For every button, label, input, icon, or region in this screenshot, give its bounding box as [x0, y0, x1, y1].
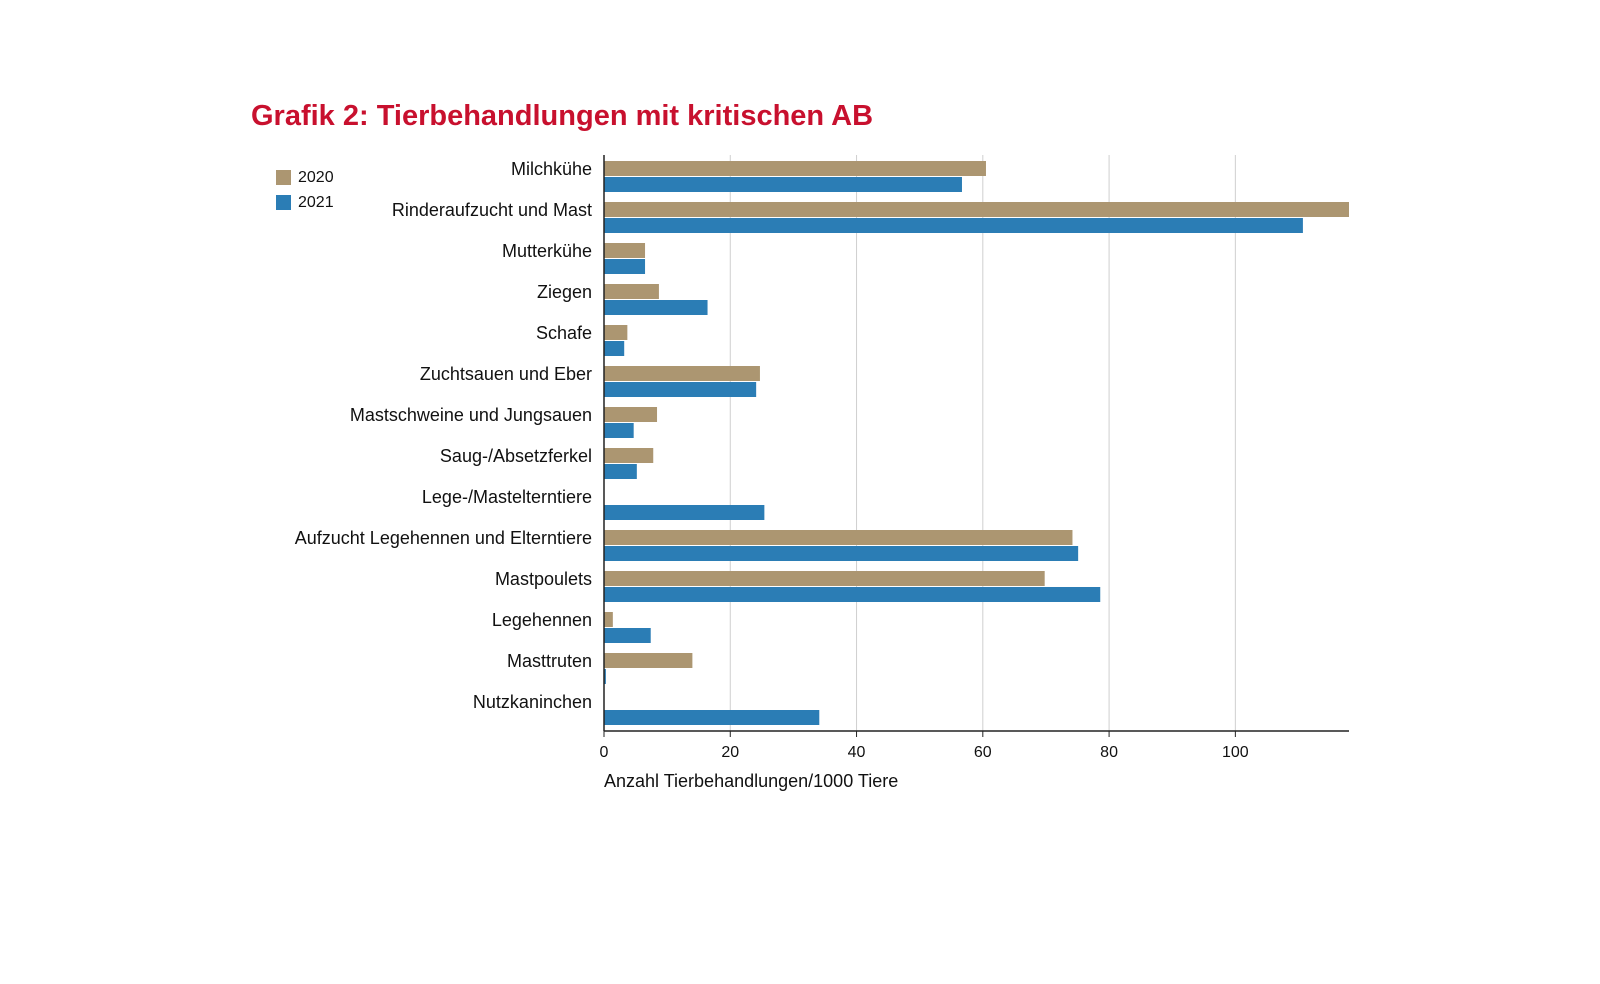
- legend-swatch-2020: [276, 170, 291, 185]
- x-tick-label-60: 60: [974, 744, 992, 761]
- legend-label-2020: 2020: [298, 168, 334, 186]
- bar-2020-1: [604, 202, 1349, 217]
- x-tick-label-100: 100: [1222, 744, 1249, 761]
- bar-2020-7: [604, 448, 654, 463]
- category-label-6: Mastschweine und Jungsauen: [350, 405, 592, 425]
- bar-2021-11: [604, 628, 651, 643]
- bar-2020-6: [604, 407, 658, 422]
- legend-item-2020: 2020: [276, 165, 334, 190]
- legend-item-2021: 2021: [276, 190, 334, 215]
- category-label-5: Zuchtsauen und Eber: [420, 364, 592, 384]
- bar-2020-3: [604, 284, 659, 299]
- bar-2021-0: [604, 177, 962, 192]
- category-label-2: Mutterkühe: [502, 241, 592, 261]
- chart-title: Grafik 2: Tierbehandlungen mit kritische…: [251, 100, 874, 132]
- category-label-1: Rinderaufzucht und Mast: [392, 200, 592, 220]
- category-label-7: Saug-/Absetzferkel: [440, 446, 592, 466]
- bar-2021-10: [604, 587, 1101, 602]
- legend: 2020 2021: [276, 165, 334, 215]
- bar-2020-10: [604, 571, 1045, 586]
- x-tick-label-0: 0: [600, 744, 609, 761]
- bar-2020-4: [604, 325, 628, 340]
- bar-2021-3: [604, 300, 708, 315]
- x-tick-label-80: 80: [1100, 744, 1118, 761]
- bar-2021-7: [604, 464, 637, 479]
- bar-2020-0: [604, 161, 986, 176]
- bars: [604, 161, 1349, 725]
- category-label-13: Nutzkaninchen: [473, 692, 592, 712]
- category-label-4: Schafe: [536, 323, 592, 343]
- bar-2021-5: [604, 382, 757, 397]
- legend-label-2021: 2021: [298, 193, 334, 211]
- category-label-0: Milchkühe: [511, 159, 592, 179]
- bar-2021-8: [604, 505, 765, 520]
- category-label-11: Legehennen: [492, 610, 592, 630]
- bar-2020-5: [604, 366, 760, 381]
- bar-2020-11: [604, 612, 613, 627]
- bar-2021-13: [604, 710, 820, 725]
- x-tick-label-20: 20: [721, 744, 739, 761]
- bar-2021-12: [604, 669, 606, 684]
- bar-2020-12: [604, 653, 693, 668]
- bar-2021-1: [604, 218, 1303, 233]
- category-labels: Milchkühe Rinderaufzucht und Mast Mutterkü…: [295, 159, 592, 712]
- bar-2020-9: [604, 530, 1073, 545]
- axes: 0 20 40 60 80 100: [600, 155, 1349, 761]
- bar-2020-2: [604, 243, 646, 258]
- bar-2021-4: [604, 341, 625, 356]
- bar-2021-6: [604, 423, 634, 438]
- category-label-9: Aufzucht Legehennen und Elterntiere: [295, 528, 592, 548]
- legend-swatch-2021: [276, 195, 291, 210]
- category-label-10: Mastpoulets: [495, 569, 592, 589]
- category-label-12: Masttruten: [507, 651, 592, 671]
- bar-2021-2: [604, 259, 646, 274]
- x-axis-title: Anzahl Tierbehandlungen/1000 Tiere: [604, 771, 898, 791]
- x-tick-label-40: 40: [848, 744, 866, 761]
- bar-2021-9: [604, 546, 1079, 561]
- category-label-3: Ziegen: [537, 282, 592, 302]
- gridlines: [729, 155, 1236, 731]
- category-label-8: Lege-/Mastelterntiere: [422, 487, 592, 507]
